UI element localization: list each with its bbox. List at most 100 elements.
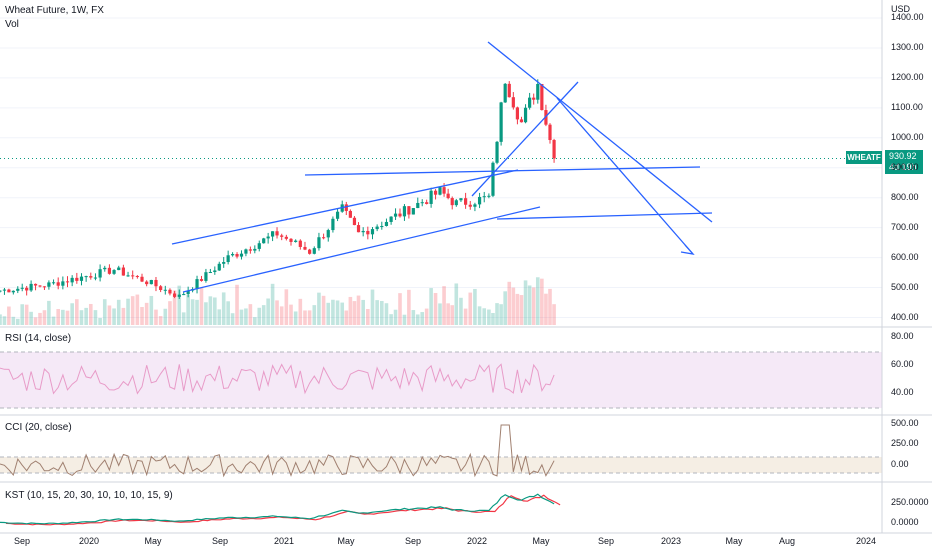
volume-bars [0,277,556,325]
time-tick-label: 2021 [273,536,295,546]
volume-bar [11,316,16,325]
price-tick-label: 600.00 [891,251,919,262]
candle-body [454,200,458,206]
candle-body [7,289,11,293]
volume-bar [149,295,154,325]
volume-bar [438,303,442,325]
price-tick-label: 1400.00 [891,12,924,22]
candle-body [262,238,266,244]
candle-body [326,230,330,238]
candle-body [107,267,112,274]
volume-bar [163,308,168,325]
price-candles [0,79,882,299]
candle-body [131,275,135,277]
volume-bar [370,289,375,325]
volume-bar [491,313,495,325]
grid-lines [0,17,882,319]
candle-body [289,238,293,242]
volume-bar [352,301,357,325]
candle-body [511,97,515,108]
time-tick-label: May [725,536,743,546]
volume-bar [65,310,70,325]
candle-body [208,272,212,274]
candle-body [253,248,257,251]
volume-bar [468,292,473,325]
candle-body [98,269,102,278]
time-tick-label: May [337,536,355,546]
kst-title: KST (10, 15, 20, 30, 10, 10, 10, 15, 9) [5,490,173,501]
volume-bar [235,284,239,325]
cci-title: CCI (20, close) [5,422,72,433]
last-price: 930.92 [889,151,917,161]
volume-bar [261,305,266,325]
candle-body [317,237,321,249]
candle-body [103,267,107,270]
candle-body [145,281,149,285]
trend-arrow-head [680,244,695,255]
volume-bar [477,306,482,325]
volume-bar [204,302,208,325]
candle-body [93,277,98,279]
volume-bar [375,300,379,325]
volume-bar [393,309,398,325]
candle-body [235,254,239,257]
candle-body [284,236,288,239]
volume-bar [253,317,257,325]
volume-bar [503,291,507,325]
candle-body [370,229,375,235]
volume-bar [140,307,144,325]
volume-bar [107,305,112,325]
time-tick-label: Sep [404,536,422,546]
volume-bar [51,316,56,325]
volume-bar [29,311,33,325]
candle-body [168,289,172,294]
volume-bar [548,288,552,325]
trend-line [487,41,713,223]
volume-bar [172,290,177,325]
indicator-tick-label: 80.00 [891,331,914,341]
volume-bar [15,318,20,325]
volume-bar [420,312,425,325]
candle-body [477,196,482,205]
candle-body [459,198,463,201]
volume-bar [121,307,126,325]
candle-body [393,213,398,217]
candle-body [270,231,275,237]
candle-body [217,263,221,271]
candle-body [536,83,540,100]
candle-body [438,187,442,195]
cci-line [0,424,555,478]
volume-bar [217,309,222,325]
volume-bar [186,294,190,325]
volume-bar [531,287,536,325]
candle-body [248,249,252,251]
candle-body [79,276,84,281]
volume-bar [361,299,365,325]
volume-bar [544,293,548,325]
rsi-pane [0,351,882,409]
volume-bar [511,287,516,325]
volume-bar [307,310,312,325]
volume-bar [389,314,393,325]
indicator-tick-label: 60.00 [891,359,914,369]
candle-body [112,270,116,274]
candle-body [84,276,88,278]
candle-body [135,276,139,278]
volume-bar [226,301,230,325]
indicator-tick-label: 40.00 [891,387,914,397]
candle-body [491,162,495,196]
candle-body [407,206,411,215]
candle-body [70,277,74,283]
trend-lines[interactable] [171,41,713,293]
volume-bar [366,308,370,325]
volume-bar [429,288,433,325]
volume-bar [411,310,416,325]
candle-body [411,208,415,215]
volume-bar [279,306,284,325]
volume-bar [266,298,270,325]
volume-bar [473,288,477,325]
volume-bar [487,309,491,325]
candle-body [140,276,144,282]
candle-body [528,97,532,108]
